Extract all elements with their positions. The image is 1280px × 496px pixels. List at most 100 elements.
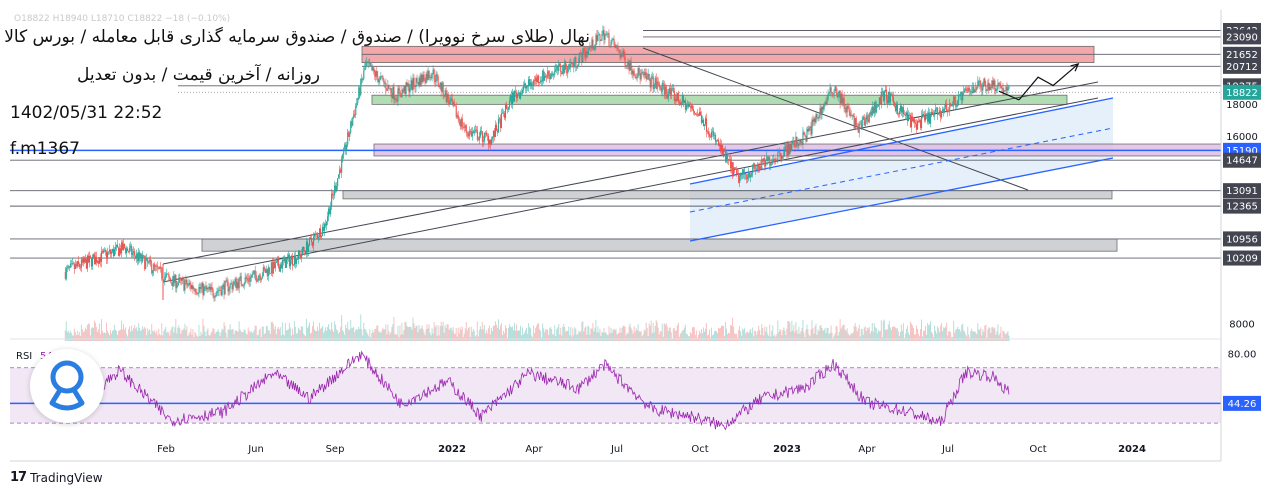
candle-body (970, 91, 972, 92)
candle-body (205, 286, 207, 290)
candle-body (735, 168, 737, 170)
volume-bar (884, 329, 886, 341)
volume-bar (114, 324, 116, 341)
candle-body (994, 80, 996, 92)
volume-layer (64, 314, 1010, 341)
volume-bar (441, 325, 443, 341)
candle-body (123, 244, 125, 250)
candle-body (109, 249, 112, 254)
candle-body (317, 234, 319, 239)
candle-body (64, 271, 66, 279)
volume-bar (654, 326, 656, 341)
volume-bar (508, 324, 510, 341)
volume-bar (672, 328, 674, 341)
volume-bar (417, 332, 419, 341)
candle-body (495, 125, 498, 131)
candle-body (998, 83, 1000, 84)
candle-body (762, 159, 764, 162)
candle-body (139, 252, 141, 258)
candle-body (652, 76, 654, 90)
candle-body (967, 87, 969, 92)
volume-bar (93, 320, 95, 341)
volume-bar (461, 326, 463, 341)
volume-bar (220, 332, 222, 341)
volume-bar (803, 332, 805, 341)
volume-bar (513, 322, 515, 341)
volume-bar (887, 324, 889, 341)
volume-bar (377, 325, 379, 341)
candle-body (768, 157, 770, 160)
volume-bar (533, 325, 535, 341)
candle-body (819, 107, 821, 115)
volume-bar (148, 330, 150, 341)
volume-bar (747, 331, 749, 341)
volume-bar (286, 330, 288, 341)
chart-datetime: 1402/05/31 22:52 (10, 103, 163, 123)
volume-bar (562, 326, 564, 341)
candle-body (417, 81, 419, 85)
candle-body (228, 288, 230, 292)
volume-bar (207, 328, 209, 341)
volume-bar (581, 322, 583, 341)
volume-bar (64, 330, 66, 341)
volume-bar (473, 331, 475, 341)
volume-bar (412, 317, 414, 341)
candle-body (581, 53, 583, 63)
volume-bar (133, 327, 135, 341)
candle-body (497, 118, 500, 133)
candle-body (209, 286, 211, 290)
candle-body (152, 271, 154, 274)
volume-bar (517, 330, 519, 341)
candle-body (633, 70, 635, 76)
tradingview-footer[interactable]: 17 TradingView (10, 470, 103, 485)
candle-body (783, 151, 785, 157)
candle-body (523, 86, 525, 91)
volume-bar (372, 330, 374, 341)
candle-body (845, 107, 847, 113)
volume-bar (878, 331, 880, 341)
candle-body (654, 77, 656, 85)
x-tick-label: 2024 (1118, 444, 1146, 455)
volume-bar (218, 331, 220, 341)
candle-body (563, 65, 565, 73)
volume-bar (586, 334, 588, 341)
volume-bar (582, 321, 584, 341)
volume-bar (728, 332, 730, 341)
volume-bar (899, 331, 901, 341)
volume-bar (395, 334, 397, 341)
candle-body (164, 276, 166, 282)
volume-bar (258, 329, 260, 341)
candle-body (278, 266, 280, 272)
volume-bar (825, 332, 827, 341)
candle-body (113, 248, 115, 257)
volume-bar (901, 330, 903, 341)
candle-body (173, 276, 175, 283)
candle-body (356, 102, 358, 106)
volume-bar (390, 332, 392, 341)
candle-body (327, 216, 329, 222)
candle-body (591, 39, 593, 48)
volume-bar (554, 325, 556, 341)
candle-body (875, 105, 877, 113)
volume-bar (534, 333, 536, 341)
volume-bar (275, 334, 277, 341)
volume-bar (449, 328, 451, 341)
candle-body (836, 92, 838, 98)
volume-bar (404, 321, 406, 341)
candle-body (390, 88, 392, 94)
volume-bar (690, 333, 692, 341)
volume-bar (497, 319, 499, 341)
candle-body (878, 97, 880, 105)
candle-body (565, 61, 567, 68)
volume-bar (568, 326, 570, 341)
candle-body (636, 76, 638, 79)
candle-body (655, 77, 657, 90)
candle-body (421, 74, 423, 83)
candle-body (74, 264, 76, 269)
volume-bar (606, 334, 608, 341)
volume-bar (972, 331, 974, 341)
candle-body (853, 116, 855, 129)
volume-bar (257, 334, 259, 341)
candle-body (119, 248, 121, 256)
